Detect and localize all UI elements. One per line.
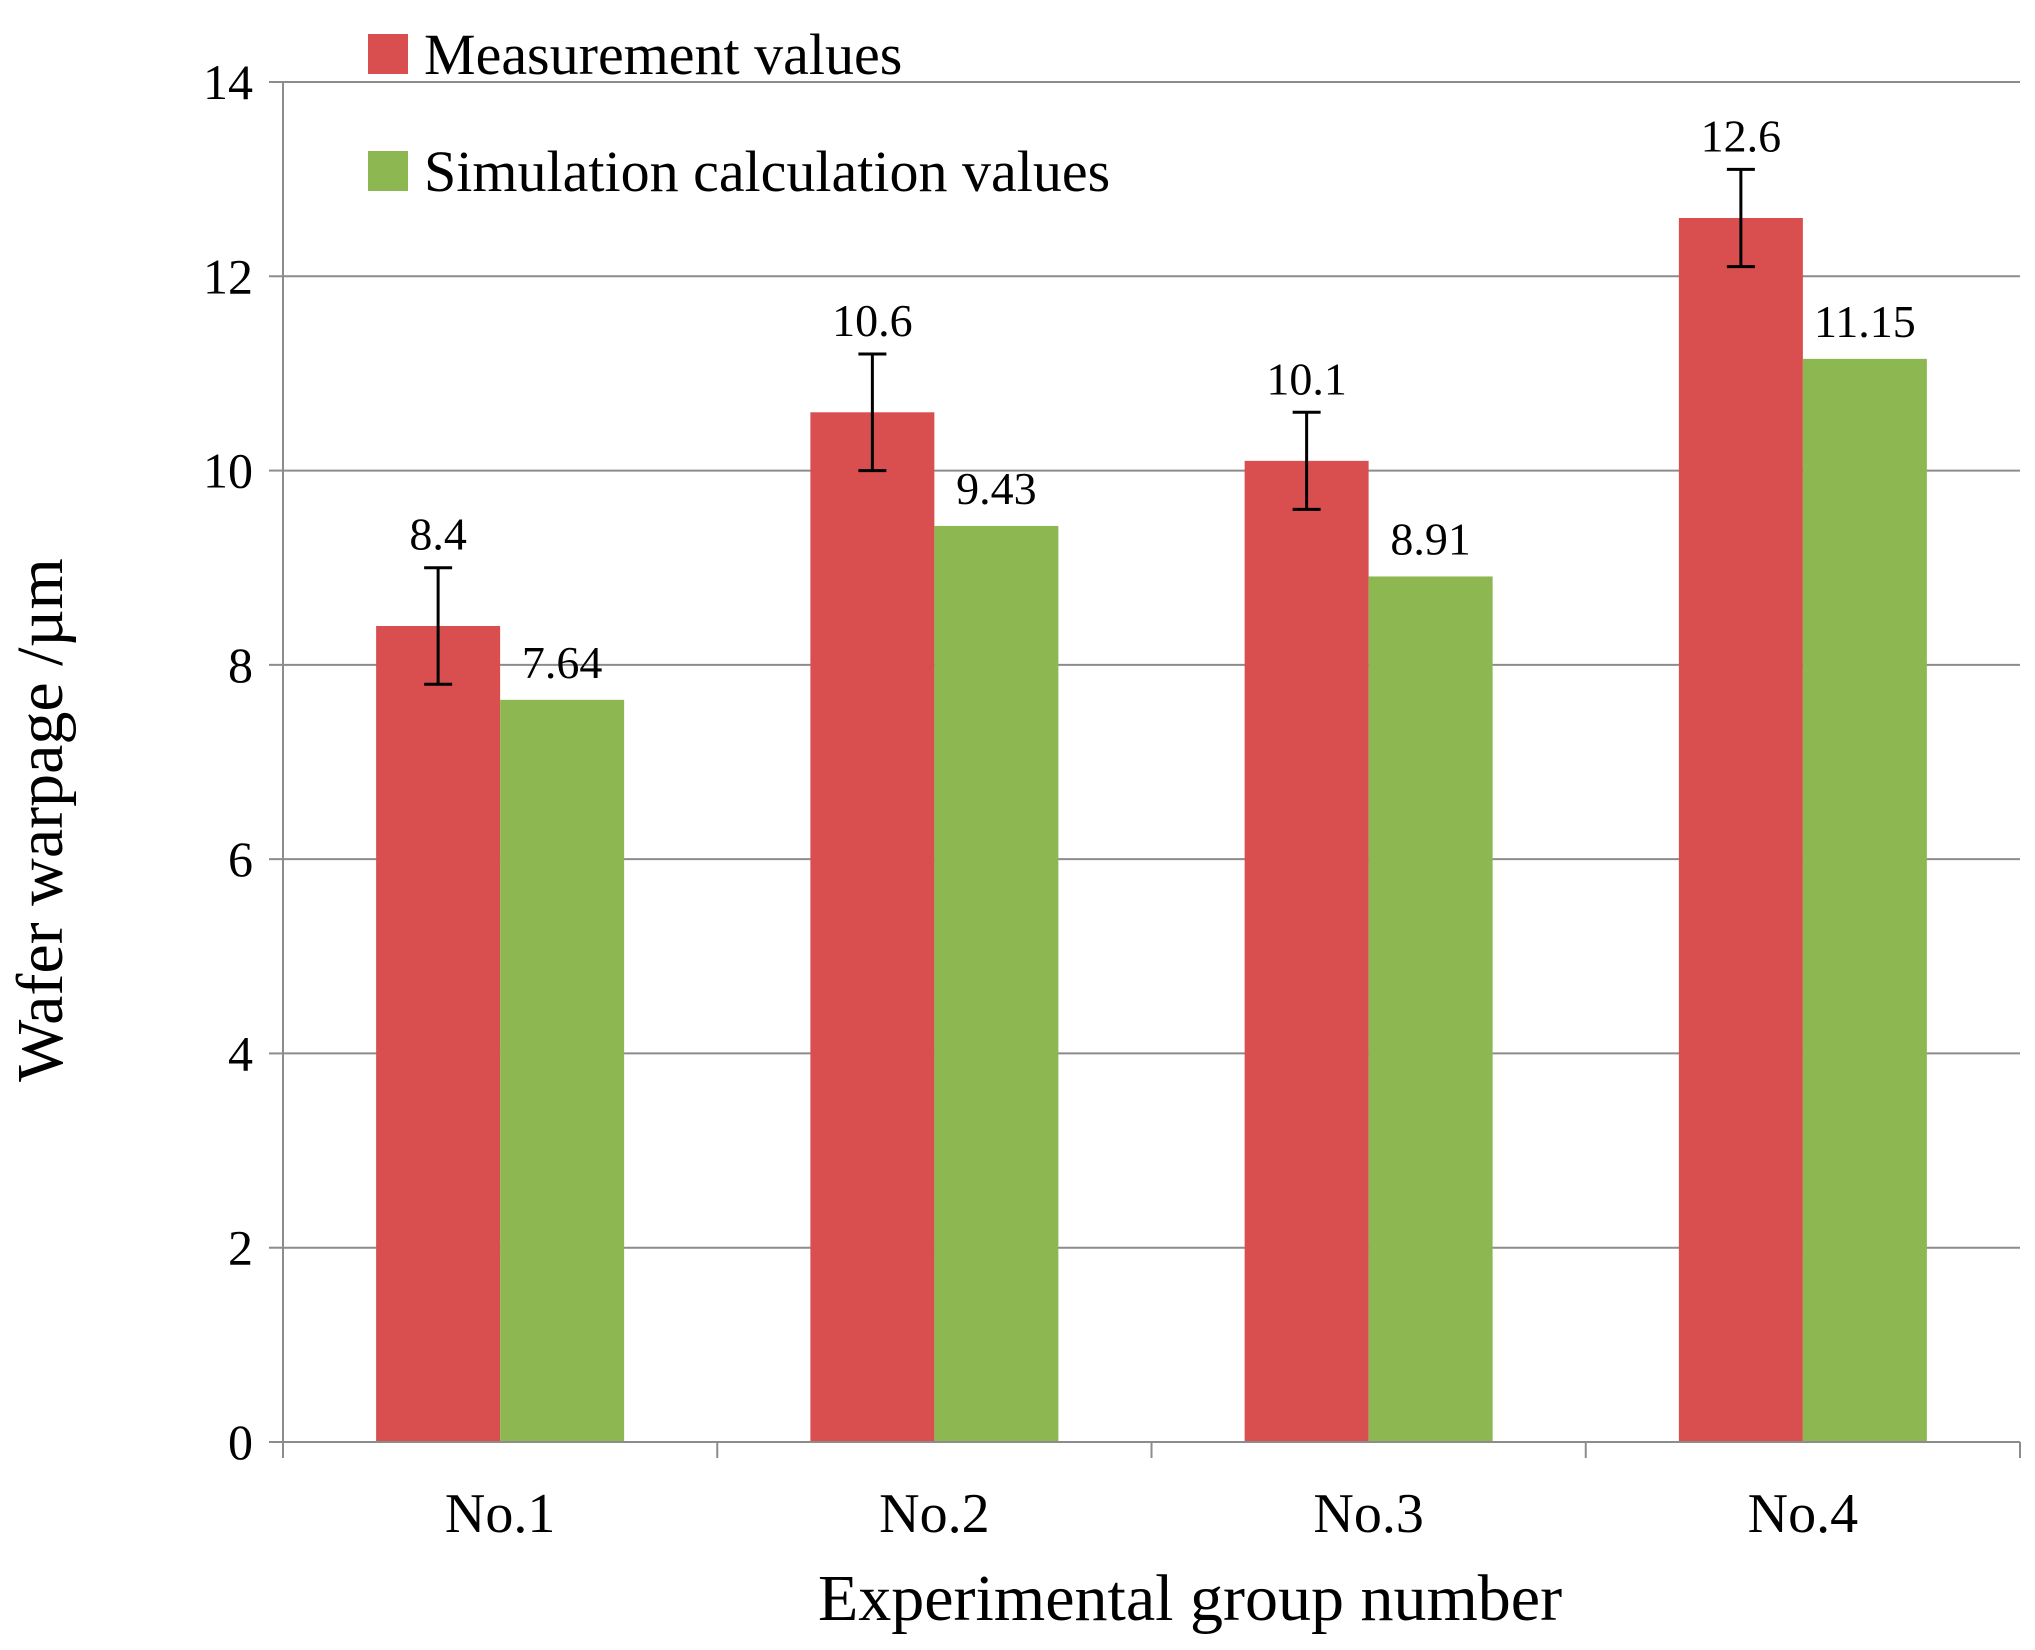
legend-label-measurement: Measurement values <box>424 22 902 87</box>
measurement-bar <box>1678 218 1803 1442</box>
simulation-bar <box>500 699 625 1442</box>
y-tick-label: 8 <box>228 637 253 693</box>
measurement-data-label: 10.6 <box>832 295 913 346</box>
simulation-bar <box>1802 358 1927 1442</box>
x-category-label: No.2 <box>879 1483 989 1545</box>
legend: Measurement values Simulation calculation… <box>368 22 1110 204</box>
x-category-label: No.4 <box>1748 1483 1858 1545</box>
bars <box>376 218 1927 1443</box>
axis-ticks: 0 2 4 6 8 10 12 14 No.1 No.2 No.3 No.4 <box>203 54 2021 1545</box>
measurement-bar <box>1244 460 1369 1442</box>
x-axis-title: Experimental group number <box>818 1562 1562 1635</box>
y-axis-title: Wafer warpage /µm <box>4 558 77 1082</box>
data-labels: 8.4 7.64 10.6 9.43 10.1 8.91 12.6 11.15 <box>409 110 1915 687</box>
y-tick-label: 10 <box>203 443 253 499</box>
y-tick-label: 2 <box>228 1220 253 1276</box>
simulation-data-label: 11.15 <box>1814 296 1916 347</box>
measurement-data-label: 12.6 <box>1701 110 1782 161</box>
simulation-data-label: 8.91 <box>1390 513 1471 564</box>
measurement-bar <box>810 412 935 1443</box>
measurement-bar <box>376 626 501 1442</box>
x-category-label: No.3 <box>1313 1483 1423 1545</box>
simulation-bar <box>934 525 1059 1442</box>
x-category-label: No.1 <box>445 1483 555 1545</box>
simulation-bar <box>1368 576 1493 1442</box>
legend-label-simulation: Simulation calculation values <box>424 139 1110 204</box>
y-tick-label: 4 <box>228 1025 253 1081</box>
measurement-data-label: 8.4 <box>409 509 467 560</box>
y-tick-label: 0 <box>228 1414 253 1470</box>
y-tick-label: 12 <box>203 248 253 304</box>
measurement-data-label: 10.1 <box>1266 353 1347 404</box>
error-bars <box>424 167 1755 686</box>
simulation-data-label: 9.43 <box>956 463 1037 514</box>
legend-swatch-measurement <box>368 34 408 74</box>
y-tick-label: 14 <box>203 54 253 110</box>
y-tick-label: 6 <box>228 831 253 887</box>
simulation-data-label: 7.64 <box>522 637 603 688</box>
legend-swatch-simulation <box>368 151 408 191</box>
